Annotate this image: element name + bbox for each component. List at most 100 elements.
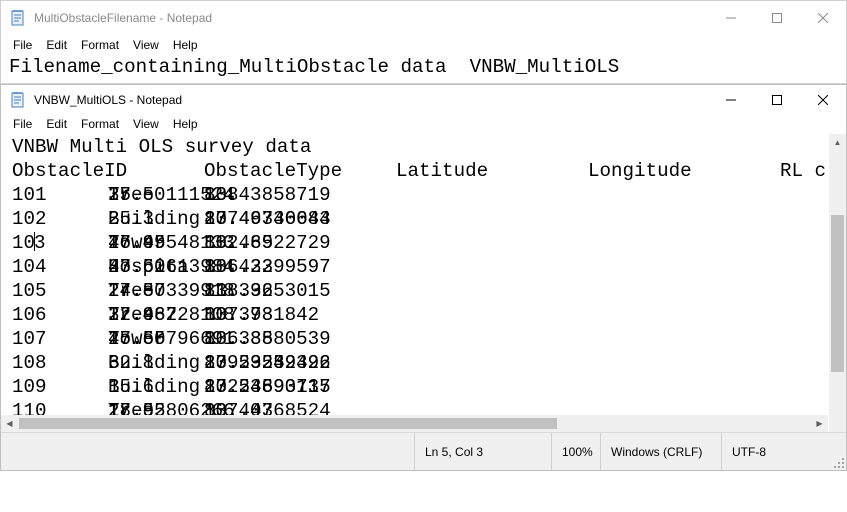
notepad-icon [10,9,26,26]
table-cell: 27.50111524 [108,184,235,206]
table-cell: 15.6 [108,376,155,398]
notepad-window-background[interactable]: MultiObstacleFilename - Notepad File Edi… [0,0,847,84]
minimize-button[interactable] [708,1,754,34]
column-header: Longitude [588,160,692,182]
table-cell: 27.49548133 [108,232,235,254]
table-cell: 25.3 [108,208,155,230]
table-cell: 101 [12,184,47,206]
table-cell: Tower [108,232,166,254]
minimize-button[interactable] [708,85,754,114]
table-cell: 27.50796691 [108,328,235,350]
table-cell: 27.54693715 [204,376,331,398]
table-cell: 46.95 [108,232,166,254]
table-cell: 109 [12,376,47,398]
horizontal-scrollbar[interactable]: ◀ ▶ [1,415,828,432]
column-header: ObstacleType [204,160,343,182]
menu-format[interactable]: Format [81,38,120,52]
table-cell: 102 [12,208,47,230]
table-cell: 27.53232492 [204,352,331,374]
encoding: UTF-8 [721,433,847,470]
table-cell: 106.35 [204,328,274,350]
vertical-scroll-thumb[interactable] [831,215,844,372]
table-cell: Building [108,208,201,230]
text-editor-content[interactable]: VNBW Multi OLS survey data ObstacleID Ob… [1,135,828,512]
table-cell: 103 [12,232,46,254]
status-bar: Ln 5, Col 3 100% Windows (CRLF) UTF-8 [1,432,846,470]
table-cell: 102.35 [204,376,274,398]
zoom-level: 100% [551,433,600,470]
table-cell: 118.32 [204,280,274,302]
table-cell: 62.8 [108,352,155,374]
notepad-window-active[interactable]: VNBW_MultiOLS - Notepad File Edit Format… [0,84,847,471]
title-bar[interactable]: MultiObstacleFilename - Notepad [1,1,846,34]
table-cell: 83.43858719 [204,184,331,206]
column-header: RL c [780,160,827,182]
vertical-scrollbar[interactable]: ▲ ▼ [829,134,846,431]
title-bar[interactable]: VNBW_MultiOLS - Notepad [1,85,846,114]
column-header-row: ObstacleID ObstacleType Latitude Longitu… [12,159,826,183]
table-cell: 27.49746084 [204,208,331,230]
menu-format[interactable]: Format [81,117,120,131]
minimize-icon [726,17,736,18]
menu-file[interactable]: File [13,38,33,52]
table-cell: Hospita [108,256,189,278]
table-cell: 83.42399597 [204,256,331,278]
menu-view[interactable]: View [133,38,159,52]
scroll-up-icon[interactable]: ▲ [833,138,842,147]
table-cell: 83.46330643 [204,208,331,230]
close-button[interactable] [800,1,846,34]
notepad-icon [10,91,26,108]
table-cell: Building [108,376,201,398]
table-cell: Tower [108,328,166,350]
column-header: Latitude [396,160,489,182]
maximize-button[interactable] [754,85,800,114]
table-cell: Building [108,352,201,374]
table-cell: 32.987 [108,304,178,326]
table-cell: 108 [204,184,239,206]
table-cell: 83.3731842 [204,304,320,326]
menu-bar: File Edit Format View Help [6,35,846,55]
minimize-icon [726,99,736,100]
menu-bar: File Edit Format View Help [6,114,846,134]
table-cell: 108 [12,352,47,374]
cursor-position: Ln 5, Col 3 [414,433,551,470]
horizontal-scroll-thumb[interactable] [19,418,557,429]
table-cell: 105 [12,280,47,302]
table-cell: 27.50339918 [108,280,235,302]
scrollbar-corner [829,415,846,432]
table-cell: Tree [108,184,155,206]
table-cell: Tree [108,280,155,302]
table-cell: 43.62 [108,256,166,278]
table-cell: 83.38880539 [204,328,331,350]
table-cell: 102.65 [204,232,274,254]
table-cell: 107.98 [204,304,274,326]
menu-view[interactable]: View [133,117,159,131]
close-button[interactable] [800,85,846,114]
column-header: ObstacleID [12,160,128,182]
table-cell: 106.32 [204,256,274,278]
scroll-left-icon[interactable]: ◀ [6,419,13,428]
window-title: VNBW_MultiOLS - Notepad [34,92,183,107]
line-ending: Windows (CRLF) [600,433,721,470]
table-cell: 107 [12,328,47,350]
table-cell: 104 [12,256,47,278]
close-icon [818,12,828,23]
table-cell: 106 [12,304,47,326]
header-line: VNBW Multi OLS survey data [12,136,312,158]
menu-edit[interactable]: Edit [46,38,68,52]
table-cell: 35 [108,184,132,206]
table-cell: 83.24890137 [204,376,331,398]
table-cell: 109.324 [204,352,285,374]
close-icon [818,94,828,105]
menu-help[interactable]: Help [172,38,198,52]
maximize-button[interactable] [754,1,800,34]
table-cell: Tree [108,304,155,326]
table-cell: 27.50613984 [108,256,235,278]
maximize-icon [772,94,782,105]
resize-grip-icon[interactable] [834,458,844,468]
menu-file[interactable]: File [13,117,33,131]
menu-help[interactable]: Help [172,117,198,131]
menu-edit[interactable]: Edit [46,117,68,131]
scroll-right-icon[interactable]: ▶ [816,419,823,428]
text-editor-content[interactable]: Filename_containing_MultiObstacle data V… [9,56,620,78]
